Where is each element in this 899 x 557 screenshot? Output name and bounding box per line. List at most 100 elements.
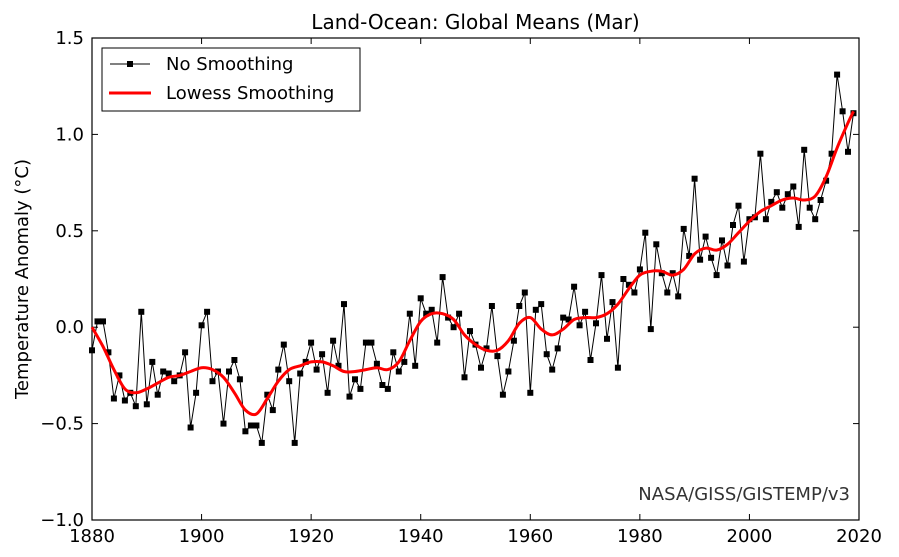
data-point — [100, 318, 106, 325]
data-point — [149, 358, 156, 365]
data-point — [488, 303, 495, 309]
data-point — [253, 422, 260, 429]
data-point — [478, 364, 484, 371]
data-point — [576, 322, 583, 329]
data-point — [609, 299, 616, 306]
x-tick-label: 1980 — [617, 526, 663, 547]
data-point — [631, 289, 638, 296]
data-point — [697, 256, 704, 263]
data-point — [516, 303, 523, 309]
data-point — [308, 339, 315, 346]
data-point — [719, 237, 725, 244]
data-point — [713, 272, 720, 279]
data-point — [247, 422, 254, 429]
legend-label-no-smoothing: No Smoothing — [166, 54, 294, 75]
data-point — [686, 252, 693, 259]
data-point — [286, 378, 293, 385]
data-point — [275, 366, 282, 373]
data-point — [658, 270, 665, 277]
data-point — [445, 314, 452, 321]
data-point — [450, 324, 457, 331]
data-point — [823, 177, 830, 184]
data-point — [330, 337, 337, 344]
data-point — [346, 393, 353, 400]
data-point — [94, 318, 101, 325]
data-point — [231, 357, 238, 363]
data-point — [735, 202, 742, 209]
x-tick-label: 1900 — [179, 526, 225, 547]
data-point — [428, 306, 435, 313]
data-point — [258, 439, 265, 446]
legend-frame — [101, 47, 361, 112]
data-point — [395, 368, 402, 375]
x-tick-label: 1920 — [288, 526, 334, 547]
data-point — [105, 349, 112, 356]
data-point — [483, 345, 490, 352]
data-point — [143, 401, 150, 408]
data-point — [647, 326, 654, 333]
data-point — [499, 391, 506, 398]
data-point — [691, 175, 698, 182]
data-point — [187, 424, 194, 431]
data-point — [193, 389, 200, 396]
data-point — [828, 150, 835, 157]
data-point — [784, 191, 791, 198]
data-point — [456, 310, 463, 317]
data-point — [614, 364, 621, 371]
data-point — [242, 428, 249, 435]
data-point — [675, 293, 682, 300]
data-point — [549, 366, 556, 373]
legend: No Smoothing Lowess Smoothing — [101, 47, 361, 112]
data-point — [264, 391, 271, 398]
y-axis-label: Temperature Anomaly (°C) — [12, 159, 33, 400]
data-point — [379, 382, 386, 388]
data-point — [593, 320, 599, 327]
data-point — [527, 389, 534, 396]
x-tick-label: 2020 — [836, 526, 882, 547]
data-point — [467, 328, 473, 335]
data-point — [138, 308, 145, 315]
data-point — [116, 372, 123, 379]
x-tick-label: 1880 — [69, 526, 115, 547]
data-point — [620, 276, 627, 282]
data-point — [319, 351, 326, 358]
data-point — [680, 225, 687, 232]
data-point — [702, 233, 709, 240]
data-point — [768, 198, 775, 205]
data-point — [362, 339, 369, 346]
y-tick-labels: −1.0 −0.5 0.0 0.5 1.0 1.5 — [40, 28, 84, 531]
data-point — [335, 362, 342, 369]
line-no-smoothing — [91, 74, 854, 444]
data-point — [423, 310, 430, 317]
data-point — [538, 301, 545, 308]
data-point — [571, 283, 578, 290]
data-point — [494, 353, 501, 360]
data-point — [434, 339, 441, 346]
data-point — [209, 378, 216, 385]
data-point — [740, 258, 747, 265]
data-point — [708, 254, 715, 261]
series-lowess-smoothing — [90, 110, 855, 417]
data-point — [554, 345, 561, 352]
data-point — [565, 316, 572, 323]
data-point — [341, 301, 347, 308]
x-tick-label: 2000 — [727, 526, 773, 547]
data-point — [226, 368, 232, 375]
y-tick-label: −0.5 — [40, 414, 84, 435]
data-point — [839, 108, 846, 115]
data-point — [390, 349, 397, 356]
data-point — [373, 360, 380, 367]
data-point — [521, 289, 528, 296]
data-point — [357, 385, 364, 392]
plot-area: 1880 1900 1920 1940 1960 1980 2000 2020 −1.0 −0.… — [40, 28, 882, 547]
data-point — [302, 358, 309, 365]
y-tick-label: 1.5 — [55, 28, 84, 49]
data-point — [664, 289, 671, 296]
data-point — [461, 374, 468, 381]
data-point — [89, 347, 95, 354]
y-tick-label: −1.0 — [40, 510, 84, 531]
data-point — [269, 407, 276, 414]
data-point — [773, 189, 780, 196]
x-tick-label: 1940 — [398, 526, 444, 547]
data-point — [532, 306, 539, 313]
